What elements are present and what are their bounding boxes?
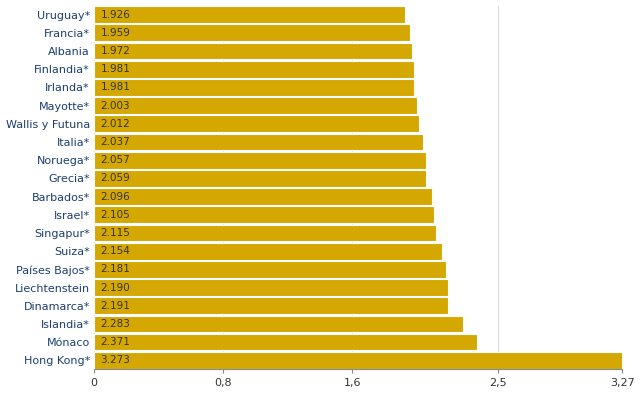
Bar [94, 97, 417, 114]
Text: 2.115: 2.115 [100, 228, 131, 238]
Bar [94, 6, 405, 23]
Bar [94, 316, 463, 332]
Text: 2.105: 2.105 [100, 210, 130, 220]
Text: 2.191: 2.191 [100, 301, 131, 311]
Text: 2.181: 2.181 [100, 264, 131, 274]
Text: 1.926: 1.926 [100, 9, 131, 20]
Bar [94, 352, 623, 369]
Text: 2.283: 2.283 [100, 319, 131, 329]
Text: 2.059: 2.059 [100, 173, 130, 183]
Text: 2.012: 2.012 [100, 119, 130, 129]
Bar [94, 61, 414, 78]
Text: 2.037: 2.037 [100, 137, 130, 147]
Bar [94, 297, 448, 314]
Bar [94, 115, 419, 132]
Text: 1.981: 1.981 [100, 64, 131, 74]
Bar [94, 334, 477, 351]
Bar [94, 152, 426, 169]
Bar [94, 206, 434, 223]
Text: 2.371: 2.371 [100, 337, 131, 347]
Text: 2.190: 2.190 [100, 282, 130, 293]
Text: 2.154: 2.154 [100, 246, 131, 256]
Text: 1.981: 1.981 [100, 82, 131, 93]
Bar [94, 188, 433, 205]
Bar [94, 79, 414, 96]
Bar [94, 43, 412, 59]
Text: 2.003: 2.003 [100, 100, 130, 111]
Text: 2.096: 2.096 [100, 191, 130, 202]
Bar [94, 243, 442, 260]
Text: 3.273: 3.273 [100, 355, 131, 365]
Bar [94, 225, 436, 242]
Text: 1.972: 1.972 [100, 46, 131, 56]
Bar [94, 170, 426, 187]
Bar [94, 24, 410, 41]
Text: 1.959: 1.959 [100, 28, 131, 38]
Bar [94, 279, 447, 296]
Bar [94, 261, 446, 278]
Bar [94, 134, 423, 151]
Text: 2.057: 2.057 [100, 155, 130, 165]
